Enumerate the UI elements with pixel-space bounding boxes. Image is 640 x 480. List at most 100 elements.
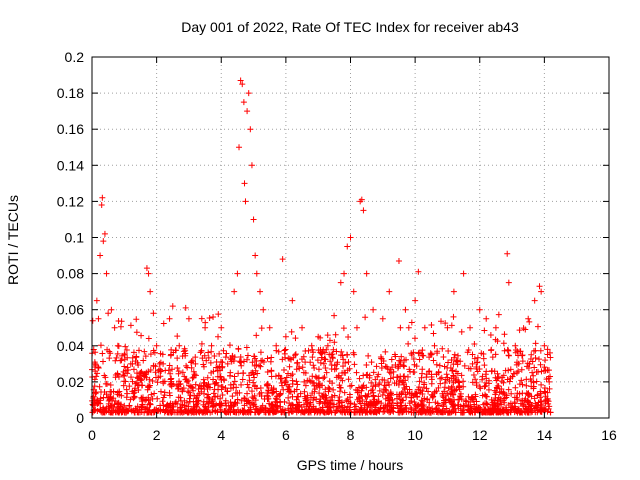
data-point-bg — [105, 403, 112, 410]
data-point-bg — [113, 354, 120, 361]
data-point-bg — [103, 391, 110, 398]
data-point-bg — [425, 388, 432, 395]
data-point-bg — [253, 361, 260, 368]
data-point — [105, 310, 112, 317]
data-point-bg — [228, 358, 235, 365]
data-point — [147, 288, 154, 295]
data-point-bg — [479, 392, 486, 399]
data-point-bg — [532, 340, 539, 347]
data-point — [145, 270, 152, 277]
data-point-bg — [489, 354, 496, 361]
data-point-bg — [336, 400, 343, 407]
data-point — [98, 202, 105, 209]
data-point — [185, 315, 192, 322]
data-point-bg — [469, 351, 476, 358]
data-point-bg — [513, 369, 520, 376]
data-point-bg — [389, 396, 396, 403]
data-point — [402, 306, 409, 313]
data-point-bg — [128, 408, 135, 415]
data-point-bg — [542, 393, 549, 400]
data-point-bg — [210, 314, 217, 321]
x-tick-label: 0 — [88, 427, 96, 443]
data-point-bg — [218, 359, 225, 366]
data-point-bg — [360, 372, 367, 379]
x-tick-label: 6 — [282, 427, 290, 443]
data-point-bg — [114, 371, 121, 378]
data-point-bg — [354, 387, 361, 394]
data-point-bg — [107, 402, 114, 409]
data-point-bg — [129, 354, 136, 361]
data-point-bg — [518, 377, 525, 384]
data-point-bg — [482, 393, 489, 400]
data-point-bg — [264, 382, 271, 389]
data-point-bg — [477, 385, 484, 392]
data-point-bg — [392, 353, 399, 360]
y-tick-label: 0.16 — [57, 121, 84, 137]
data-point-bg — [363, 409, 370, 416]
data-point-bg — [450, 402, 457, 409]
data-point-bg — [138, 332, 145, 339]
data-point-bg — [388, 392, 395, 399]
data-point-bg — [524, 398, 531, 405]
data-point-bg — [397, 324, 404, 331]
data-point-bg — [179, 369, 186, 376]
data-point-bg — [363, 384, 370, 391]
data-point-bg — [166, 389, 173, 396]
data-point-bg — [408, 319, 415, 326]
y-tick-label: 0.12 — [57, 193, 84, 209]
x-tick-label: 4 — [217, 427, 225, 443]
data-point-bg — [257, 363, 264, 370]
data-point-bg — [157, 368, 164, 375]
data-point-bg — [458, 396, 465, 403]
data-point-bg — [435, 369, 442, 376]
data-point-bg — [132, 405, 139, 412]
data-point-bg — [534, 323, 541, 330]
data-point-bg — [495, 311, 502, 318]
data-point-bg — [127, 322, 134, 329]
data-point — [111, 324, 118, 331]
data-point-bg — [250, 401, 257, 408]
data-point-bg — [189, 407, 196, 414]
data-point-bg — [287, 372, 294, 379]
data-point-bg — [243, 398, 250, 405]
data-point — [218, 324, 225, 331]
data-point-bg — [519, 358, 526, 365]
axis-ticks: 0 2 4 6 8 10 12 14 16 0 0.02 0.04 0.06 0.08 0.1 0.12 0.1… — [57, 49, 617, 443]
data-point-bg — [313, 396, 320, 403]
data-point — [289, 297, 296, 304]
data-point-bg — [229, 352, 236, 359]
data-point — [244, 108, 251, 115]
data-point-bg — [416, 356, 423, 363]
data-point-bg — [431, 388, 438, 395]
data-point — [531, 297, 538, 304]
data-point-bg — [269, 402, 276, 409]
data-point-bg — [390, 368, 397, 375]
data-point-bg — [104, 346, 111, 353]
data-point-bg — [112, 357, 119, 364]
data-point-bg — [279, 356, 286, 363]
data-point-bg — [262, 404, 269, 411]
data-point-bg — [258, 392, 265, 399]
data-point-bg — [92, 349, 99, 356]
data-point-bg — [114, 350, 121, 357]
data-point-bg — [408, 409, 415, 416]
data-point-bg — [389, 364, 396, 371]
data-point — [127, 360, 134, 367]
data-point-bg — [378, 355, 385, 362]
data-point — [248, 162, 255, 169]
data-point-bg — [126, 383, 133, 390]
data-point-bg — [503, 394, 510, 401]
data-point-bg — [175, 370, 182, 377]
data-point-bg — [441, 363, 448, 370]
data-point — [460, 270, 467, 277]
data-point — [260, 306, 267, 313]
data-point-bg — [252, 397, 259, 404]
data-point-bg — [289, 393, 296, 400]
data-point-bg — [526, 360, 533, 367]
data-point-bg — [351, 361, 358, 368]
data-point-bg — [537, 347, 544, 354]
data-point-bg — [363, 394, 370, 401]
data-point-bg — [485, 386, 492, 393]
data-point-bg — [537, 407, 544, 414]
data-point-bg — [258, 325, 265, 332]
